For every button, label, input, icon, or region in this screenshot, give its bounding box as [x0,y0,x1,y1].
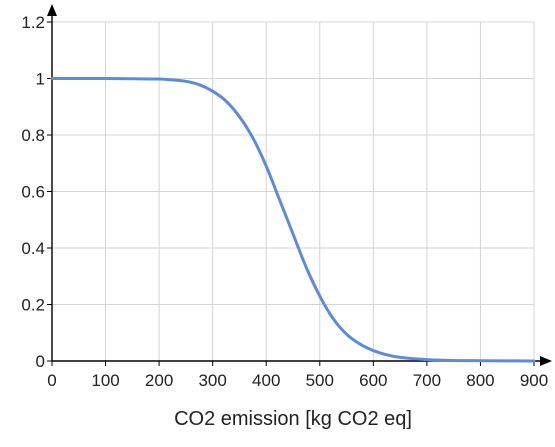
y-tick-label: 0.6 [21,183,45,202]
y-tick-label: 0.8 [21,126,45,145]
x-axis-arrow [540,356,552,366]
x-tick-label: 300 [198,371,226,390]
x-tick-label: 800 [466,371,494,390]
x-tick-label: 500 [306,371,334,390]
y-tick-label: 0 [36,352,45,371]
x-tick-label: 400 [252,371,280,390]
x-tick-label: 100 [91,371,119,390]
axes [47,4,552,366]
y-tick-label: 1.2 [21,13,45,32]
y-tick-label: 0.4 [21,239,45,258]
x-tick-label: 700 [413,371,441,390]
y-axis-arrow [47,4,57,16]
x-tick-label: 600 [359,371,387,390]
x-tick-label: 0 [47,371,56,390]
x-axis-title: CO2 emission [kg CO2 eq] [174,408,412,430]
grid [52,21,535,361]
y-tick-label: 0.2 [21,296,45,315]
series-line-0 [50,76,536,363]
y-tick-label: 1 [36,70,45,89]
series-layer [50,76,536,363]
tick-labels: 0 100 200 300 400 500 600 700 800 900 0 0.2 0.4 0.6 0.… [21,13,548,390]
x-tick-label: 200 [145,371,173,390]
x-tick-label: 900 [520,371,548,390]
